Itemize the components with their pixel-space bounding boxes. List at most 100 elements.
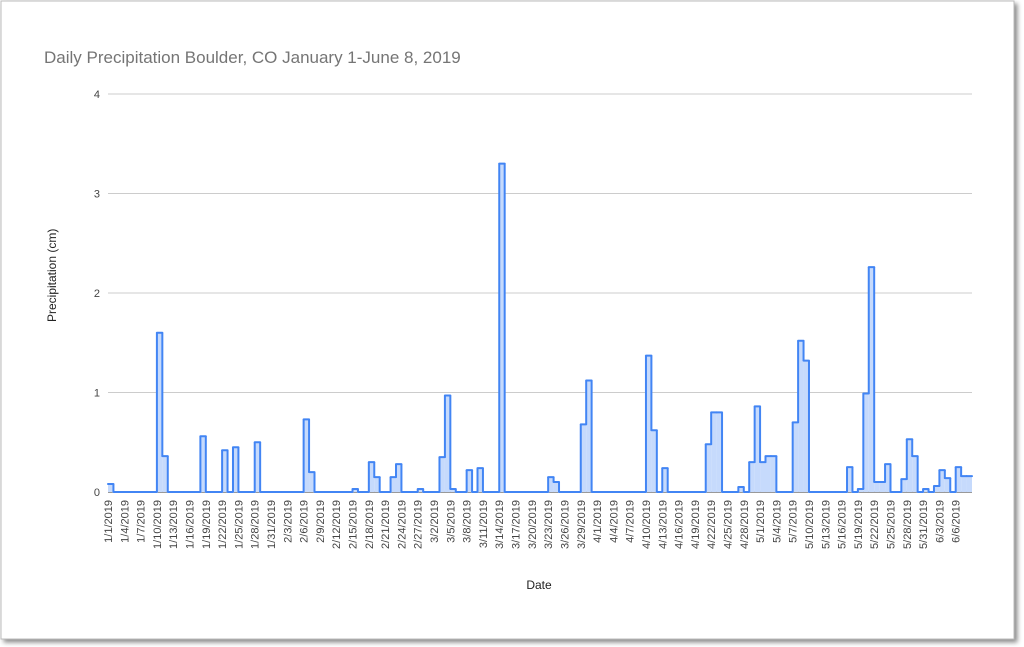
y-axis-label: Precipitation (cm) bbox=[45, 229, 59, 322]
x-tick-label: 1/1/2019 bbox=[103, 500, 115, 543]
area-step bbox=[868, 267, 875, 492]
x-tick-label: 3/17/2019 bbox=[511, 500, 523, 549]
x-tick-label: 2/21/2019 bbox=[380, 500, 392, 549]
x-tick-label: 4/1/2019 bbox=[592, 500, 604, 543]
area-step bbox=[711, 412, 717, 492]
area-step bbox=[162, 456, 168, 492]
area-step bbox=[254, 442, 261, 492]
x-tick-label: 3/2/2019 bbox=[429, 500, 441, 543]
area-step bbox=[222, 450, 228, 492]
x-tick-label: 5/28/2019 bbox=[902, 500, 914, 549]
area-step bbox=[439, 457, 445, 492]
area-step bbox=[396, 464, 402, 492]
area-step bbox=[716, 412, 723, 492]
y-tick-label: 3 bbox=[94, 189, 100, 201]
x-tick-label: 1/31/2019 bbox=[266, 500, 278, 549]
x-tick-label: 5/10/2019 bbox=[804, 500, 816, 549]
x-tick-label: 2/9/2019 bbox=[315, 500, 327, 543]
y-tick-label: 0 bbox=[94, 487, 100, 499]
area-step bbox=[874, 482, 880, 492]
area-step bbox=[798, 340, 804, 492]
x-tick-label: 3/5/2019 bbox=[445, 500, 457, 543]
area-step bbox=[770, 456, 777, 492]
area-step bbox=[906, 439, 913, 492]
chart-title: Daily Precipitation Boulder, CO January … bbox=[44, 48, 461, 67]
x-tick-label: 3/29/2019 bbox=[576, 500, 588, 549]
area-step bbox=[857, 489, 864, 492]
area-step bbox=[879, 482, 886, 492]
area-step bbox=[586, 380, 592, 492]
x-tick-label: 4/25/2019 bbox=[722, 500, 734, 549]
area-step bbox=[548, 477, 554, 492]
x-tick-label: 4/28/2019 bbox=[739, 500, 751, 549]
area-step bbox=[232, 447, 239, 492]
area-step bbox=[662, 468, 668, 492]
x-tick-label: 3/23/2019 bbox=[543, 500, 555, 549]
area-step bbox=[955, 467, 962, 492]
x-tick-label: 4/7/2019 bbox=[625, 500, 637, 543]
y-tick-label: 2 bbox=[94, 288, 100, 300]
x-tick-label: 2/18/2019 bbox=[364, 500, 376, 549]
y-tick-label: 4 bbox=[94, 89, 100, 101]
x-tick-label: 1/19/2019 bbox=[201, 500, 213, 549]
area-step bbox=[923, 489, 929, 492]
x-tick-label: 6/6/2019 bbox=[951, 500, 963, 543]
area-step bbox=[765, 456, 771, 492]
area-step bbox=[966, 476, 972, 492]
x-tick-label: 5/19/2019 bbox=[853, 500, 865, 549]
area-step bbox=[352, 489, 358, 492]
area-step bbox=[450, 489, 456, 492]
x-tick-label: 4/13/2019 bbox=[657, 500, 669, 549]
area-step bbox=[939, 470, 945, 492]
x-tick-label: 5/1/2019 bbox=[755, 500, 767, 543]
area-step bbox=[368, 462, 375, 492]
area-step bbox=[645, 355, 652, 492]
area-step bbox=[912, 456, 918, 492]
x-tick-label: 1/28/2019 bbox=[250, 500, 262, 549]
x-tick-label: 2/24/2019 bbox=[396, 500, 408, 549]
area-step bbox=[580, 424, 587, 492]
x-tick-label: 1/10/2019 bbox=[152, 500, 164, 549]
area-step bbox=[303, 419, 310, 492]
x-tick-label: 2/6/2019 bbox=[299, 500, 311, 543]
x-tick-label: 2/15/2019 bbox=[348, 500, 360, 549]
area-step bbox=[803, 360, 809, 492]
area-step bbox=[944, 478, 951, 492]
area-step bbox=[553, 482, 560, 492]
x-tick-label: 2/27/2019 bbox=[413, 500, 425, 549]
x-tick-label: 1/16/2019 bbox=[185, 500, 197, 549]
y-tick-label: 1 bbox=[94, 388, 100, 400]
area-step bbox=[390, 477, 396, 492]
x-tick-label: 1/22/2019 bbox=[217, 500, 229, 549]
x-tick-label: 4/22/2019 bbox=[706, 500, 718, 549]
x-tick-label: 5/7/2019 bbox=[788, 500, 800, 543]
x-tick-label: 3/8/2019 bbox=[462, 500, 474, 543]
area-step bbox=[901, 479, 907, 492]
x-axis-label: Date bbox=[526, 578, 552, 592]
area-step bbox=[792, 422, 799, 492]
x-tick-label: 1/7/2019 bbox=[136, 500, 148, 543]
area-step bbox=[885, 464, 891, 492]
area-step bbox=[847, 467, 853, 492]
x-tick-label: 3/26/2019 bbox=[559, 500, 571, 549]
x-tick-label: 6/3/2019 bbox=[934, 500, 946, 543]
area-step bbox=[200, 436, 206, 492]
x-tick-label: 1/4/2019 bbox=[119, 500, 131, 543]
x-tick-label: 5/25/2019 bbox=[885, 500, 897, 549]
x-tick-label: 3/11/2019 bbox=[478, 500, 490, 548]
area-step bbox=[651, 430, 657, 492]
area-step bbox=[933, 486, 940, 492]
area-step bbox=[738, 487, 744, 492]
area-step bbox=[374, 477, 380, 492]
area-step bbox=[863, 393, 869, 492]
x-tick-label: 3/14/2019 bbox=[494, 500, 506, 549]
x-tick-label: 4/19/2019 bbox=[690, 500, 702, 549]
x-tick-label: 1/13/2019 bbox=[168, 500, 180, 549]
area-step bbox=[705, 444, 712, 492]
area-step bbox=[477, 468, 483, 492]
x-tick-label: 5/13/2019 bbox=[820, 500, 832, 549]
x-tick-label: 5/16/2019 bbox=[837, 500, 849, 549]
